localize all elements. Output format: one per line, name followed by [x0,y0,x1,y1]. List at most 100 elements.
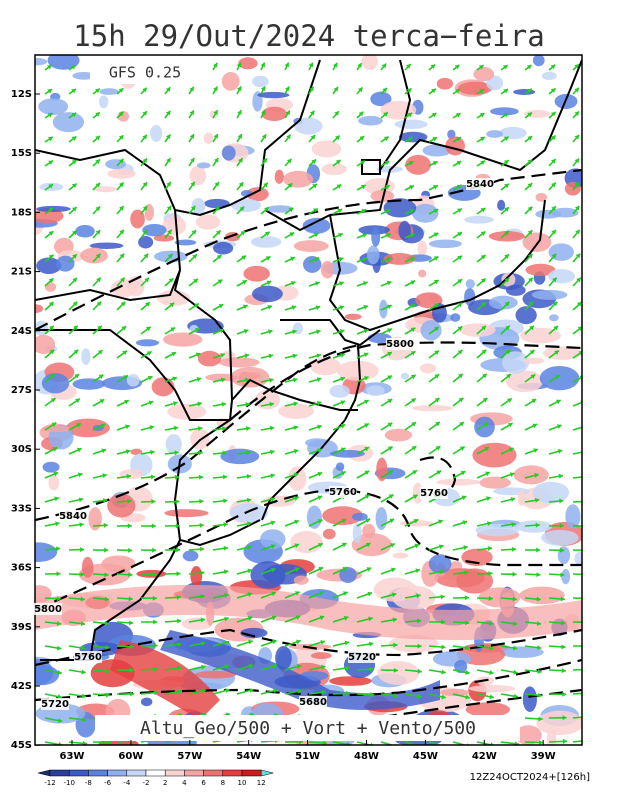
wind-arrow-head [459,422,464,427]
vorticity-blob [99,88,119,95]
wind-arrow-head [512,546,517,552]
vorticity-blob [515,306,537,325]
wind-arrow-head [358,111,364,117]
wind-arrow-head [343,615,349,621]
vorticity-blob [506,370,544,393]
wind-arrow-head [248,639,253,645]
wind-arrow-head [165,134,171,140]
vorticity-blob [525,263,556,277]
contour-label-bg [348,651,376,663]
wind-arrow-head [550,111,556,117]
border [173,419,261,547]
lon-label: 48W [354,751,379,762]
wind-arrow-head [191,229,197,235]
wind-arrow-head [513,669,518,675]
vorticity-blob [310,652,332,660]
colorbar-label: 12 [257,779,266,787]
wind-arrow-head [124,399,129,405]
wind-arrow-head [322,740,327,745]
wind-arrow-head [247,544,252,550]
wind-arrow-head [586,691,590,696]
wind-arrow-head [237,110,242,115]
wind-arrow-head [584,572,588,577]
wind-arrow-head [318,591,324,596]
wind-arrow-head [200,641,206,647]
vorticity-blob [474,416,495,438]
wind-arrow-head [81,693,87,699]
wind-arrow-head [416,618,422,624]
colorbar-label: 2 [163,779,167,787]
vorticity-blob [35,58,48,66]
wind-arrow-head [387,422,393,428]
wind-arrow-head [72,277,77,283]
wind-arrow-head [345,665,350,671]
wind-arrow-head [246,497,252,503]
wind-arrow-head [165,110,171,116]
wind-arrow-head [97,325,102,331]
wind-arrow-head [558,473,563,479]
wind-arrow-head [578,351,582,356]
contour-label: 5720 [41,699,69,710]
wind-arrow-head [509,472,515,477]
wind-arrow-head [465,669,470,675]
wind-arrow-head [223,522,228,528]
vorticity-blob [135,339,159,347]
wind-arrow-head [288,207,294,213]
wind-arrow-head [247,521,252,527]
vorticity-blob [257,91,290,99]
wind-arrow-head [551,159,556,164]
wind-arrow-head [527,253,533,259]
wind-arrow-head [315,281,320,286]
wind-arrow-head [76,423,81,428]
wind-arrow-head [431,88,436,94]
wind-arrow-head [370,692,375,698]
lon-label: 42W [472,751,497,762]
wind-arrow-head [411,422,417,427]
wind-arrow-head [263,182,268,188]
wind-arrow-head [81,669,86,675]
wind-arrow-head [441,619,446,625]
wind-arrow-head [386,256,392,262]
wind-arrow-head [363,328,369,334]
wind-arrow-head [318,542,323,548]
wind-arrow-head [586,667,590,672]
wind-arrow-head [339,281,344,286]
wind-arrow-head [346,690,351,696]
wind-arrow-head [538,740,543,745]
vorticity-blob [88,507,102,531]
wind-arrow-head [506,373,511,379]
wind-arrow-head [123,375,128,380]
wind-arrow-head [388,494,394,499]
wind-arrow-head [284,86,290,92]
vorticity-blob [98,95,109,109]
wind-arrow-head [314,256,320,262]
wind-arrow-head [190,181,195,187]
vorticity-blob [162,216,187,236]
vorticity-blob [405,154,431,175]
wind-arrow-head [503,136,509,141]
wind-arrow-head [317,448,322,453]
wind-arrow-head [583,499,587,504]
wind-arrow-head [417,693,422,699]
wind-arrow-head [80,596,85,602]
wind-arrow-head [172,376,177,382]
wind-arrow-head [365,518,371,523]
wind-arrow-head [125,449,131,455]
wind-arrow-head [504,230,509,236]
contour-label: 5840 [59,511,87,522]
vorticity-blob [418,269,427,278]
wind-arrow-head [72,301,78,307]
wind-arrow-head [265,256,271,261]
wind-arrow-head [266,280,272,286]
wind-arrow-head [531,399,537,404]
border [379,59,412,171]
vorticity-blob [252,285,283,303]
wind-arrow-head [236,62,242,68]
wind-arrow-head [272,663,278,669]
vorticity-blob [411,203,439,223]
vorticity-blob [278,403,314,419]
wind-arrow-head [125,424,130,430]
wind-arrow-head [504,207,509,212]
wind-arrow-head [171,351,177,357]
wind-arrow-head [224,664,230,669]
